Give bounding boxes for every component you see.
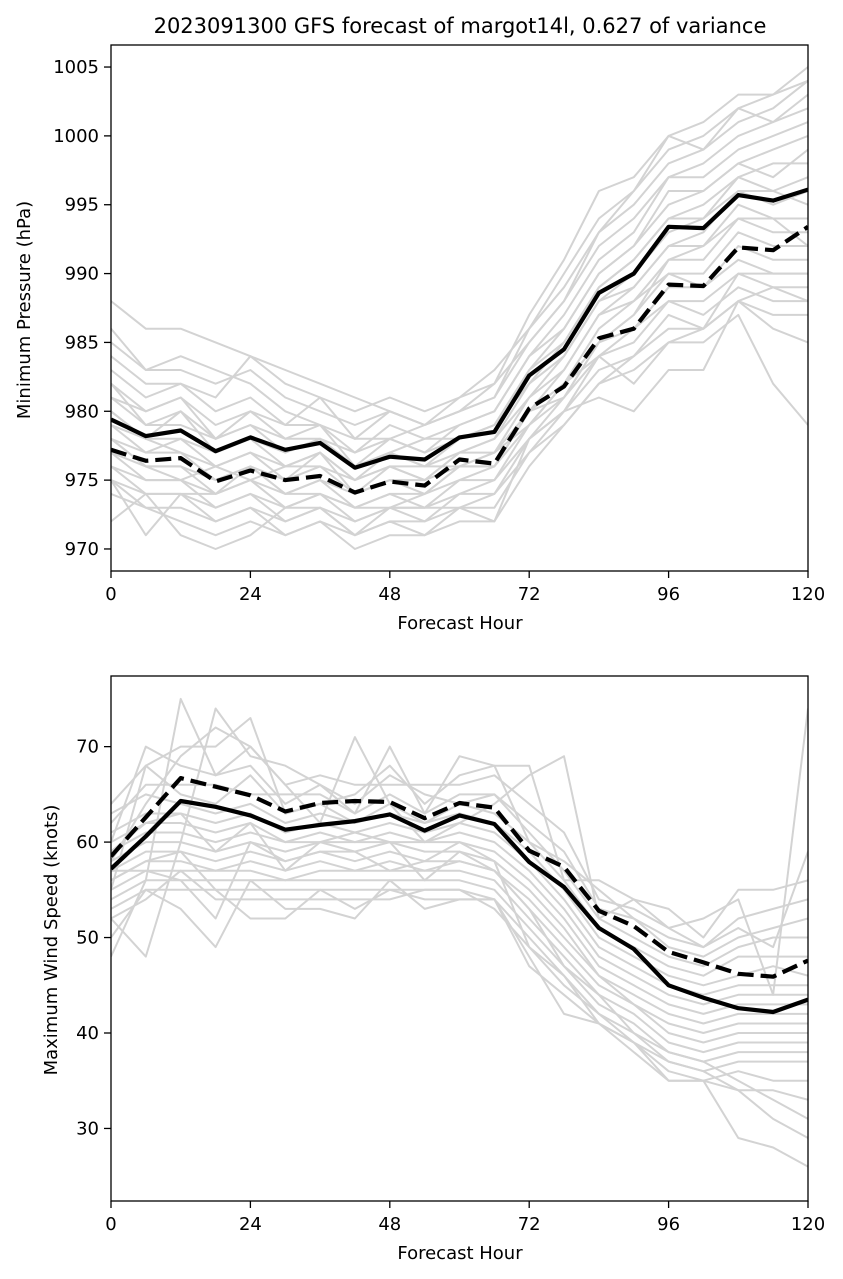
pressure-x-tick-label: 24 — [239, 584, 262, 605]
wind-x-tick-label: 0 — [105, 1214, 116, 1235]
pressure-y-tick-label: 980 — [65, 401, 99, 422]
pressure-series-lines — [111, 187, 808, 495]
pressure-ensemble-member-line — [111, 93, 808, 413]
wind-x-axis-label: Forecast Hour — [397, 1243, 523, 1264]
wind-x-tick-label: 120 — [791, 1214, 825, 1235]
pressure-x-tick-label: 0 — [105, 584, 116, 605]
pressure-x-axis-label: Forecast Hour — [397, 613, 523, 634]
wind-series-lines — [111, 776, 808, 1015]
pressure-dashed-series-line — [111, 225, 808, 495]
wind-solid-series-line — [111, 798, 808, 1015]
pressure-ensemble-member-line — [111, 286, 808, 550]
pressure-y-tick-label: 1000 — [53, 126, 99, 147]
wind-x-tick-label: 24 — [239, 1214, 262, 1235]
pressure-y-tick-label: 1005 — [53, 57, 99, 78]
wind-y-axis-label: Maximum Wind Speed (knots) — [41, 805, 62, 1076]
wind-panel: 0 24 48 72 96 120 30 40 50 60 70 Forecast Hour Ma… — [41, 675, 825, 1264]
wind-y-tick-label: 60 — [76, 832, 99, 853]
pressure-axes-frame — [110, 44, 809, 572]
pressure-ensemble-member-line — [111, 217, 808, 482]
wind-x-tick-label: 96 — [657, 1214, 680, 1235]
wind-y-tick-label: 50 — [76, 928, 99, 949]
pressure-solid-series-line — [111, 187, 808, 470]
wind-dashed-series-line — [111, 776, 808, 979]
wind-ensemble-member-line — [111, 860, 808, 1044]
pressure-y-tick-label: 995 — [65, 195, 99, 216]
pressure-x-tick-label: 72 — [518, 584, 541, 605]
pressure-y-tick-label: 990 — [65, 264, 99, 285]
figure-title: 2023091300 GFS forecast of margot14l, 0.… — [154, 14, 767, 38]
pressure-y-tick-label: 985 — [65, 332, 99, 353]
pressure-y-tick-label: 975 — [65, 470, 99, 491]
pressure-ensemble-member-line — [111, 313, 808, 550]
wind-y-tick-label: 30 — [76, 1118, 99, 1139]
wind-ensemble-member-line — [111, 850, 808, 1168]
wind-y-tick-label: 70 — [76, 737, 99, 758]
wind-x-tick-label: 72 — [518, 1214, 541, 1235]
wind-ensemble-member-line — [111, 812, 808, 1120]
wind-ensemble-member-line — [111, 822, 808, 1006]
wind-ensemble-member-line — [111, 726, 808, 949]
wind-y-tick-label: 40 — [76, 1023, 99, 1044]
pressure-x-tick-label: 96 — [657, 584, 680, 605]
wind-x-ticks: 0 24 48 72 96 120 — [105, 1201, 825, 1235]
pressure-x-tick-label: 120 — [791, 584, 825, 605]
pressure-ensemble-member-line — [111, 107, 808, 440]
pressure-panel: 0 24 48 72 96 120 97097598098599099510001005 … — [14, 44, 825, 634]
pressure-y-tick-label: 970 — [65, 539, 99, 560]
wind-ensemble-lines — [111, 697, 808, 1168]
wind-x-tick-label: 48 — [378, 1214, 401, 1235]
wind-y-ticks: 30 40 50 60 70 — [76, 737, 111, 1139]
wind-ensemble-member-line — [111, 841, 808, 1139]
pressure-y-ticks: 970 975 980 985 990 995 1000 1005 — [53, 57, 111, 560]
pressure-ensemble-member-line — [111, 286, 808, 523]
pressure-y-axis-label: Minimum Pressure (hPa) — [14, 201, 35, 419]
pressure-x-ticks: 0 24 48 72 96 120 — [105, 571, 825, 605]
wind-ensemble-member-line — [111, 707, 808, 958]
pressure-ensemble-member-line — [111, 203, 808, 495]
wind-axes-frame — [110, 675, 809, 1202]
pressure-x-tick-label: 48 — [378, 584, 401, 605]
wind-ensemble-member-line — [111, 869, 808, 1054]
wind-ensemble-member-line — [111, 717, 808, 939]
